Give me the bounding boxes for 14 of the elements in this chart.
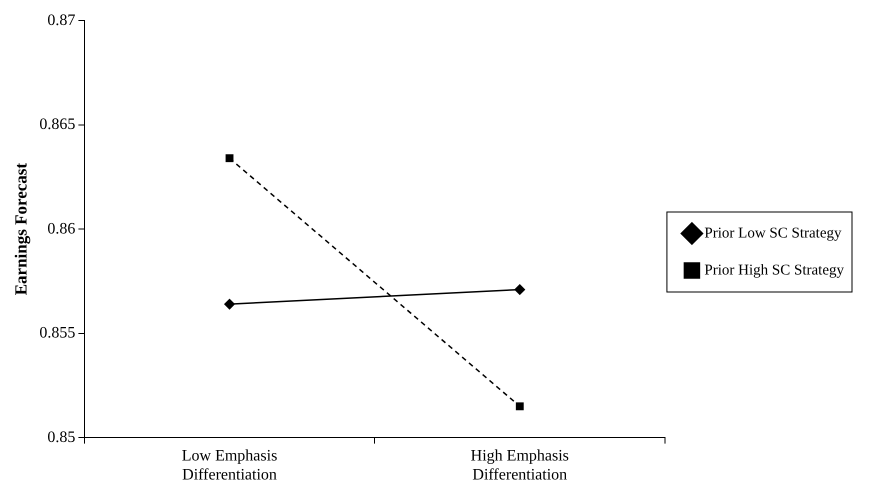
point (514, 284, 526, 295)
y-tick-label: 0.865 (39, 116, 76, 134)
legend-label: Prior Low SC Strategy (704, 225, 842, 242)
x-tick-label: High Emphasis Differentiation (470, 447, 569, 484)
point (224, 298, 235, 310)
y-tick-label: 0.85 (47, 428, 76, 446)
y-tick-label: 0.855 (39, 324, 76, 342)
point (516, 402, 524, 410)
legend-label: Prior High SC Strategy (704, 262, 844, 278)
y-tick-label: 0.87 (47, 12, 76, 29)
point (226, 154, 234, 162)
x-tick-label: Low Emphasis Differentiation (182, 447, 278, 484)
y-axis-title: Earnings Forecast (12, 162, 31, 296)
y-tick-label: 0.86 (47, 220, 76, 238)
